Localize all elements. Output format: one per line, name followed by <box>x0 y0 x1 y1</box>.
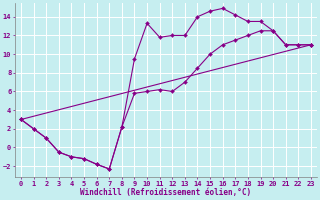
X-axis label: Windchill (Refroidissement éolien,°C): Windchill (Refroidissement éolien,°C) <box>80 188 252 197</box>
